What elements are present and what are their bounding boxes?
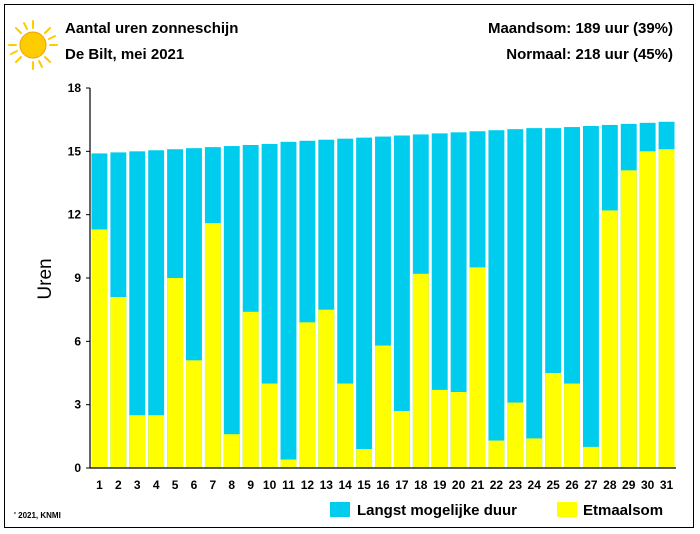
- y-axis-label: Uren: [35, 258, 56, 299]
- bar-actual-19: [431, 389, 448, 468]
- bar-max-duration-8: [223, 146, 240, 469]
- x-tick-label: 23: [509, 478, 523, 492]
- x-tick-label: 2: [115, 478, 122, 492]
- x-tick-label: 20: [452, 478, 466, 492]
- bar-max-duration-24: [526, 128, 543, 468]
- bar-actual-7: [204, 223, 221, 468]
- x-tick-label: 10: [263, 478, 277, 492]
- bar-actual-30: [639, 151, 656, 469]
- bar-actual-22: [488, 440, 505, 468]
- normal-text: Normaal: 218 uur (45%): [506, 46, 673, 63]
- bar-max-duration-26: [564, 127, 580, 469]
- monthly-sum-text: Maandsom: 189 uur (39%): [488, 20, 673, 37]
- bar-max-duration-19: [431, 133, 448, 468]
- bar-actual-18: [412, 273, 429, 468]
- bar-actual-6: [186, 360, 202, 468]
- x-tick-label: 15: [357, 478, 371, 492]
- bar-max-duration-20: [450, 132, 467, 469]
- x-tick-label: 28: [603, 478, 617, 492]
- bar-actual-26: [564, 383, 580, 468]
- y-tick-label: 0: [74, 461, 81, 475]
- x-tick-label: 5: [172, 478, 179, 492]
- bar-actual-14: [337, 383, 354, 468]
- bar-group: [91, 121, 675, 469]
- x-tick-label: 16: [376, 478, 390, 492]
- x-tick-label: 14: [339, 478, 353, 492]
- bar-max-duration-4: [148, 150, 165, 468]
- x-tick-label: 22: [490, 478, 504, 492]
- legend-label-actual: Etmaalsom: [583, 502, 663, 519]
- bar-actual-8: [223, 434, 240, 468]
- x-tick-label: 1: [96, 478, 103, 492]
- legend: Langst mogelijke duur Etmaalsom: [330, 502, 663, 519]
- bar-actual-31: [658, 149, 675, 468]
- x-tick-label: 26: [565, 478, 579, 492]
- y-tick-label: 9: [74, 271, 81, 285]
- x-tick-label: 3: [134, 478, 141, 492]
- legend-label-max: Langst mogelijke duur: [357, 502, 517, 519]
- axes: [86, 87, 676, 469]
- bar-actual-9: [242, 311, 259, 468]
- bar-actual-13: [318, 309, 335, 468]
- bar-actual-25: [545, 373, 562, 468]
- bar-actual-2: [110, 297, 127, 468]
- x-tick-label: 31: [660, 478, 674, 492]
- bar-actual-12: [299, 322, 316, 468]
- copyright-text: ' 2021, KNMI: [14, 511, 61, 520]
- y-tick-label: 3: [74, 398, 81, 412]
- x-tick-label: 9: [247, 478, 254, 492]
- bar-max-duration-23: [507, 129, 524, 468]
- x-tick-label: 27: [584, 478, 598, 492]
- bar-max-duration-22: [488, 130, 505, 468]
- bar-max-duration-11: [280, 141, 297, 469]
- bar-actual-23: [507, 402, 524, 468]
- bar-max-duration-17: [393, 135, 410, 468]
- chart-title: Aantal uren zonneschijn: [65, 20, 238, 37]
- bar-actual-29: [620, 170, 637, 469]
- y-tick-label: 12: [68, 208, 82, 222]
- bar-actual-15: [356, 449, 373, 468]
- bar-max-duration-3: [129, 151, 146, 469]
- bar-actual-17: [393, 411, 410, 468]
- bar-actual-1: [91, 229, 108, 468]
- x-tick-label: 17: [395, 478, 409, 492]
- bar-actual-3: [129, 415, 146, 468]
- bar-actual-16: [375, 345, 391, 468]
- x-tick-label: 25: [546, 478, 560, 492]
- bar-actual-28: [601, 210, 618, 468]
- bar-actual-5: [167, 278, 184, 468]
- x-tick-label: 24: [528, 478, 542, 492]
- y-tick-label: 18: [68, 81, 82, 95]
- x-tick-labels: 1 2 3 4 5 6 7 8 9 10 11 12 13 14 15 16 17 18 19 20 21 22 23 24 2…: [96, 478, 673, 492]
- x-tick-label: 6: [191, 478, 198, 492]
- x-tick-label: 19: [433, 478, 447, 492]
- bar-max-duration-15: [356, 137, 373, 468]
- x-tick-label: 21: [471, 478, 485, 492]
- bar-actual-10: [261, 383, 278, 468]
- x-tick-label: 12: [301, 478, 315, 492]
- bar-actual-27: [582, 446, 599, 468]
- legend-swatch-actual: [557, 502, 577, 517]
- bar-actual-11: [280, 459, 297, 468]
- x-tick-label: 18: [414, 478, 428, 492]
- x-tick-label: 8: [228, 478, 235, 492]
- x-tick-label: 7: [210, 478, 217, 492]
- x-tick-label: 13: [320, 478, 334, 492]
- x-tick-label: 30: [641, 478, 655, 492]
- bar-actual-20: [450, 392, 467, 468]
- bar-actual-4: [148, 415, 165, 468]
- y-tick-labels: 0 3 6 9 12 15 18: [68, 81, 82, 475]
- x-tick-label: 4: [153, 478, 160, 492]
- bar-actual-21: [469, 267, 486, 468]
- bar-actual-24: [526, 438, 543, 468]
- x-tick-label: 29: [622, 478, 636, 492]
- chart-subtitle: De Bilt, mei 2021: [65, 46, 184, 63]
- bar-max-duration-27: [582, 126, 599, 468]
- sun-icon: [8, 20, 58, 70]
- x-tick-label: 11: [282, 478, 295, 492]
- y-tick-label: 15: [68, 144, 82, 158]
- y-tick-label: 6: [74, 334, 81, 348]
- legend-swatch-max: [330, 502, 350, 517]
